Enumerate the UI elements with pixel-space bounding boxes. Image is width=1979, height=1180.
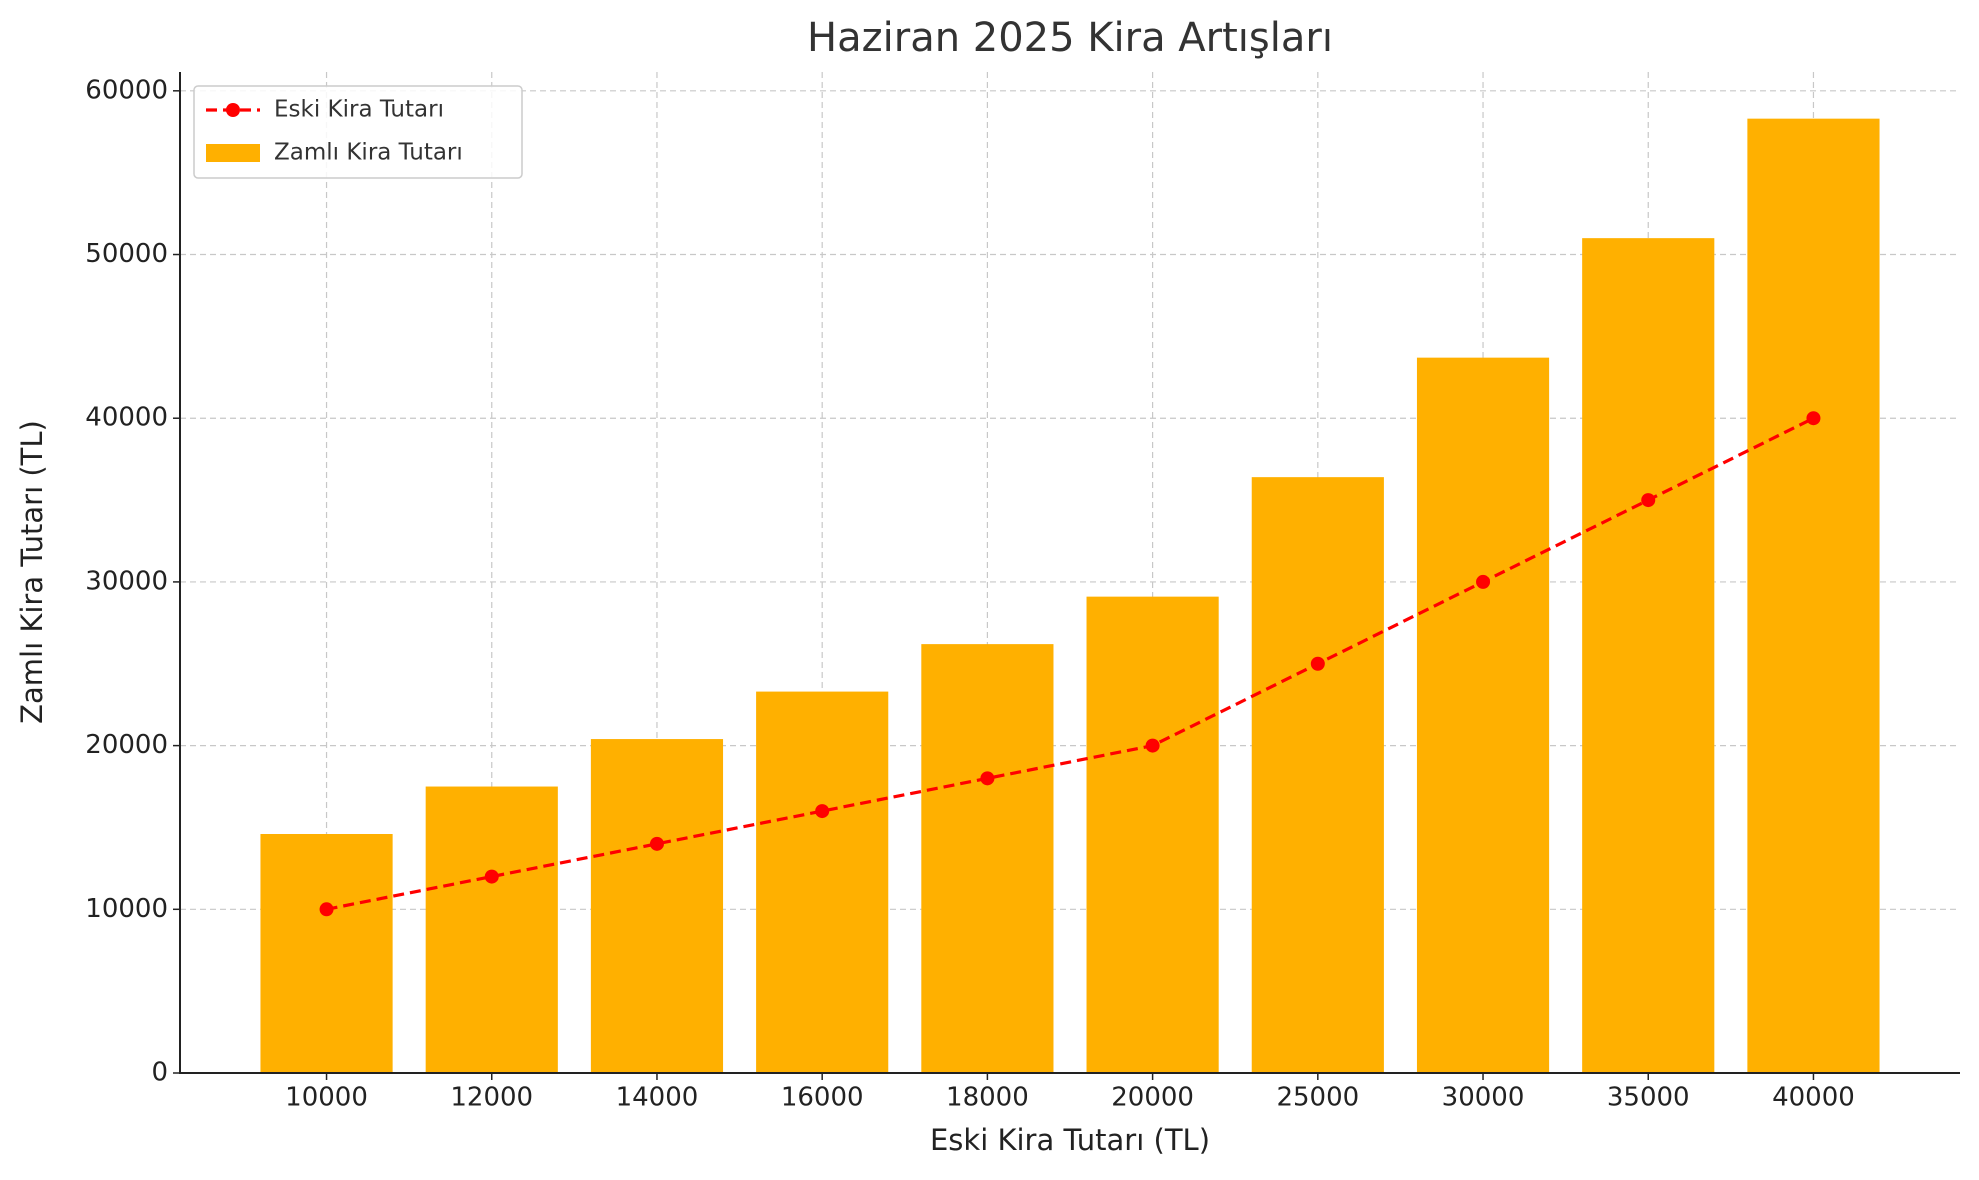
x-tick-label: 20000 (1111, 1083, 1194, 1113)
point (1641, 493, 1656, 508)
bar (1582, 238, 1715, 1074)
point (484, 869, 499, 884)
chart-title: Haziran 2025 Kira Artışları (807, 15, 1333, 61)
point (1806, 411, 1821, 426)
y-tick-label: 10000 (85, 894, 168, 924)
bar (260, 834, 393, 1073)
y-tick-label: 30000 (85, 566, 168, 596)
bar (921, 644, 1054, 1073)
bar (1416, 357, 1550, 1073)
x-tick-label: 30000 (1442, 1083, 1525, 1113)
legend-swatch (226, 103, 240, 117)
point (980, 771, 995, 786)
legend-swatch (206, 144, 260, 162)
x-tick-label: 40000 (1772, 1083, 1855, 1113)
x-tick-label: 16000 (781, 1083, 864, 1113)
axes (179, 72, 1960, 1074)
y-tick-label: 40000 (85, 403, 168, 433)
bar (1251, 477, 1384, 1073)
legend-label: Zamlı Kira Tutarı (274, 140, 463, 166)
x-axis-label: Eski Kira Tutarı (TL) (930, 1123, 1210, 1157)
point (319, 902, 334, 917)
point (649, 836, 664, 851)
x-tick-label: 18000 (946, 1083, 1029, 1113)
x-tick-label: 12000 (450, 1083, 533, 1113)
point (1310, 656, 1325, 671)
x-tick-label: 14000 (616, 1083, 699, 1113)
point (1476, 574, 1491, 589)
point (1145, 738, 1160, 753)
y-tick-label: 50000 (85, 239, 168, 269)
line (326, 416, 1815, 911)
y-tick-label: 60000 (85, 75, 168, 105)
legend-box (193, 85, 523, 179)
x-tick-label: 25000 (1276, 1083, 1359, 1113)
bar (590, 739, 724, 1073)
x-tick-label: 35000 (1607, 1083, 1690, 1113)
y-tick-label: 0 (151, 1058, 168, 1088)
bar (1086, 596, 1219, 1073)
point (815, 804, 830, 819)
x-tick-label: 10000 (285, 1083, 368, 1113)
legend: Eski Kira Tutarı Zamlı Kira Tutarı (193, 85, 523, 179)
bar (1747, 118, 1880, 1073)
y-tick-label: 20000 (85, 730, 168, 760)
bar (425, 786, 558, 1073)
y-axis-label: Zamlı Kira Tutarı (TL) (15, 420, 49, 724)
legend-label: Eski Kira Tutarı (274, 97, 444, 123)
bar (756, 691, 889, 1073)
